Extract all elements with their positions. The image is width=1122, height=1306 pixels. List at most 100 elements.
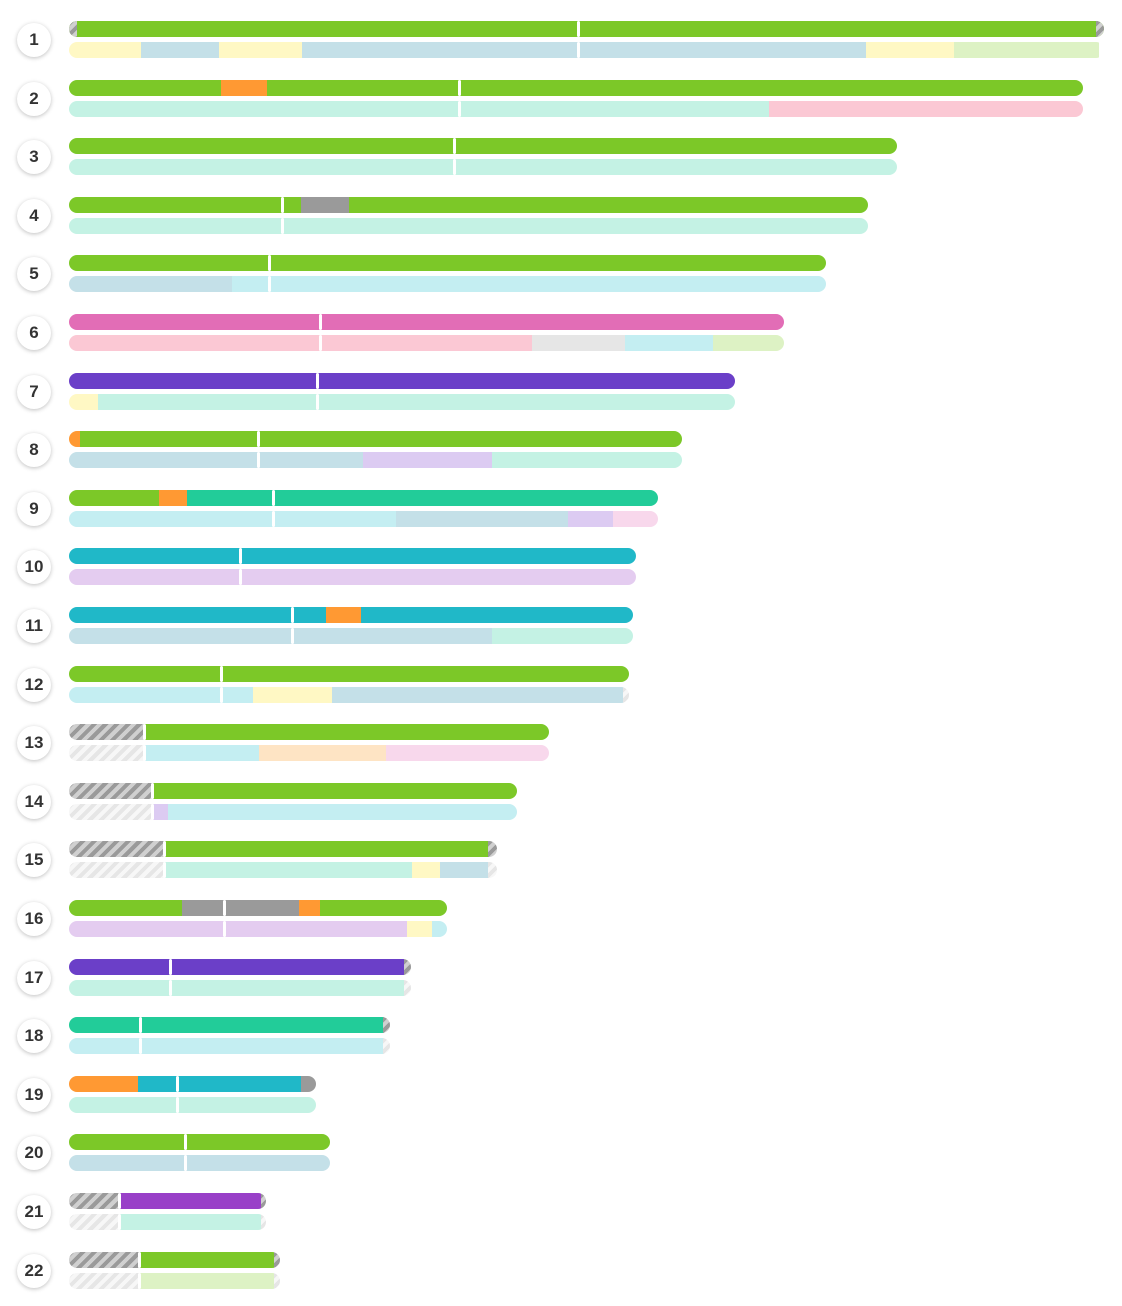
top-segment — [69, 782, 154, 799]
top-band-3 — [69, 138, 897, 155]
top-segment — [69, 841, 165, 858]
bottom-segment — [532, 335, 626, 351]
top-segment — [69, 1134, 330, 1151]
bottom-segment — [69, 452, 364, 469]
chromosome-label: 12 — [17, 667, 51, 702]
centromere-notch — [238, 548, 242, 565]
bottom-segment — [219, 42, 303, 58]
top-band-1 — [69, 21, 1104, 37]
top-end-cap — [383, 1017, 390, 1034]
top-segment — [69, 1017, 384, 1034]
bottom-segment — [69, 921, 408, 937]
top-end-cap — [403, 958, 411, 975]
chromosome-label: 1 — [17, 23, 51, 57]
top-segment — [320, 900, 447, 916]
top-band-7 — [69, 372, 735, 389]
bottom-band-20 — [69, 1155, 330, 1172]
bottom-band-21 — [69, 1214, 266, 1230]
chromosome-row: 16 — [0, 900, 1122, 940]
centromere-notch — [138, 1017, 142, 1034]
bottom-band-11 — [69, 628, 634, 644]
top-segment — [221, 79, 268, 96]
centromere-notch — [452, 138, 456, 155]
chromosome-row: 11 — [0, 607, 1122, 647]
chromosome-row: 14 — [0, 782, 1122, 823]
bottom-segment — [69, 159, 897, 176]
centromere-notch — [117, 1193, 121, 1209]
top-segment — [69, 724, 145, 741]
bottom-band-18 — [69, 1038, 390, 1055]
bottom-end-cap — [273, 1272, 281, 1289]
centromere-notch — [280, 217, 284, 234]
top-segment — [69, 900, 183, 916]
chromosome-label: 6 — [17, 316, 51, 350]
top-band-10 — [69, 548, 637, 565]
chromosome-label: 3 — [17, 140, 51, 175]
chromosome-label: 20 — [17, 1136, 51, 1171]
bottom-segment — [69, 803, 154, 820]
bottom-segment — [69, 1272, 140, 1289]
bottom-segment — [119, 1214, 262, 1230]
centromere-notch — [257, 452, 261, 469]
chromosome-row: 12 — [0, 665, 1122, 706]
top-segment — [137, 1075, 302, 1092]
top-segment — [69, 665, 629, 682]
chromosome-row: 1 — [0, 21, 1122, 61]
bottom-segment — [69, 217, 869, 234]
top-segment — [152, 782, 518, 799]
top-band-9 — [69, 489, 658, 506]
top-band-5 — [69, 255, 826, 272]
top-segment — [164, 841, 489, 858]
centromere-notch — [176, 1075, 180, 1092]
chromosome-row: 19 — [0, 1075, 1122, 1116]
bottom-band-19 — [69, 1096, 317, 1113]
top-band-14 — [69, 782, 518, 799]
centromere-notch — [223, 900, 227, 916]
chromosome-row: 20 — [0, 1134, 1122, 1174]
centromere-notch — [458, 79, 461, 96]
bottom-band-3 — [69, 159, 897, 176]
centromere-notch — [219, 665, 223, 682]
chromosome-row: 21 — [0, 1193, 1122, 1233]
bottom-segment — [167, 803, 518, 820]
top-segment — [69, 255, 826, 272]
centromere-notch — [151, 803, 155, 820]
centromere-notch — [169, 979, 173, 996]
bottom-band-17 — [69, 979, 411, 996]
top-end-cap — [487, 841, 498, 858]
bottom-end-cap — [487, 862, 498, 879]
bottom-segment — [69, 862, 165, 879]
bottom-segment — [69, 42, 142, 58]
bottom-segment — [301, 42, 867, 58]
bottom-segment — [568, 510, 614, 527]
centromere-notch — [138, 1038, 142, 1055]
bottom-segment — [432, 921, 447, 937]
top-band-15 — [69, 841, 498, 858]
top-band-17 — [69, 958, 411, 975]
top-segment — [69, 1075, 139, 1092]
top-band-20 — [69, 1134, 330, 1151]
chromosome-label: 22 — [17, 1253, 51, 1288]
bottom-segment — [231, 276, 826, 293]
top-band-4 — [69, 196, 869, 213]
bottom-band-22 — [69, 1272, 281, 1289]
top-segment — [69, 431, 81, 448]
bottom-segment — [712, 335, 785, 351]
top-end-cap — [69, 21, 77, 37]
chromosome-label: 17 — [17, 960, 51, 995]
centromere-notch — [319, 314, 323, 330]
bottom-segment — [69, 335, 533, 351]
bottom-band-6 — [69, 335, 785, 351]
chromosome-row: 7 — [0, 372, 1122, 413]
chromosome-label: 13 — [17, 726, 51, 761]
top-end-cap — [273, 1251, 281, 1268]
centromere-notch — [162, 862, 166, 879]
bottom-segment — [69, 1038, 384, 1055]
chromosome-row: 15 — [0, 841, 1122, 881]
centromere-notch — [257, 431, 261, 448]
chromosome-label: 18 — [17, 1019, 51, 1054]
bottom-segment — [69, 569, 637, 586]
chromosome-row: 17 — [0, 958, 1122, 999]
top-segment — [69, 607, 327, 623]
bottom-segment — [491, 452, 682, 469]
